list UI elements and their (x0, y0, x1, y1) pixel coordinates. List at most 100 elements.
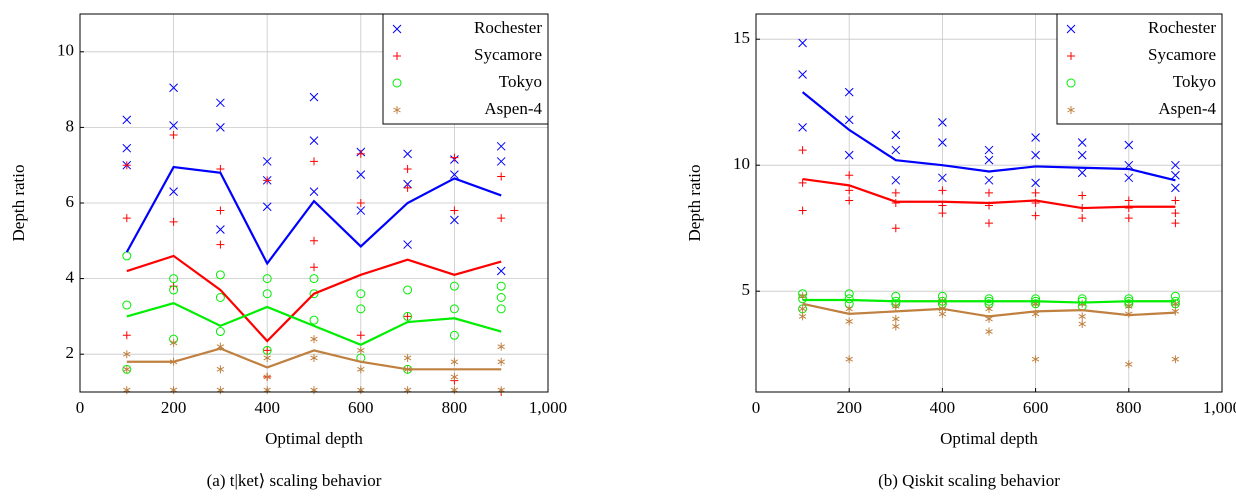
data-point (403, 353, 412, 362)
caption: (a) t|ket⟩ scaling behavior (207, 471, 382, 490)
data-point (938, 138, 947, 147)
data-point (310, 263, 318, 272)
legend-label: Sycamore (474, 45, 542, 64)
data-point (403, 312, 412, 321)
data-point (845, 186, 854, 195)
legend-label: Tokyo (499, 72, 542, 91)
data-point (985, 327, 993, 336)
data-point (263, 346, 272, 355)
data-point (262, 157, 272, 166)
x-tick-label: 200 (836, 398, 862, 417)
y-tick-label: 10 (733, 154, 750, 173)
data-point (938, 209, 947, 218)
data-point (1171, 307, 1180, 316)
data-point (938, 201, 947, 210)
caption: (b) Qiskit scaling behavior (878, 471, 1060, 490)
data-point (215, 327, 225, 337)
data-point (496, 293, 506, 302)
x-tick-label: 400 (254, 398, 280, 417)
data-point (216, 386, 225, 395)
data-point (310, 353, 318, 362)
data-point (1124, 173, 1134, 183)
data-point (309, 274, 319, 284)
data-point (262, 202, 272, 212)
legend-label: Aspen-4 (484, 99, 542, 118)
data-point (496, 141, 506, 151)
data-point (891, 130, 901, 140)
data-point (985, 188, 993, 197)
data-point (169, 187, 178, 197)
data-point (891, 175, 901, 185)
data-point (1171, 170, 1180, 180)
data-point (1125, 360, 1133, 369)
data-point (1171, 219, 1180, 228)
data-point (309, 136, 319, 145)
data-point (403, 311, 413, 321)
data-point (1171, 209, 1180, 218)
data-point (356, 199, 365, 207)
data-point (1124, 204, 1133, 213)
data-point (497, 172, 506, 181)
data-point (1031, 150, 1040, 160)
legend-box (1056, 13, 1223, 125)
data-point (496, 304, 506, 314)
data-point (356, 304, 366, 314)
legend-box (382, 13, 549, 125)
mean-line (125, 165, 502, 266)
x-tick-label: 1,000 (1203, 398, 1236, 417)
data-point (449, 281, 459, 291)
data-point (122, 214, 131, 223)
data-point (892, 314, 900, 323)
data-point (845, 317, 853, 326)
data-point (357, 386, 365, 395)
data-point (844, 294, 854, 304)
data-point (450, 372, 459, 381)
data-point (892, 322, 900, 331)
data-point (122, 161, 131, 170)
x-tick-label: 600 (1023, 398, 1049, 417)
y-axis-label: Depth ratio (9, 165, 28, 242)
data-point (1171, 196, 1180, 205)
data-point (844, 115, 854, 125)
mean-line (801, 91, 1176, 182)
data-point (1171, 183, 1180, 193)
data-point (984, 145, 994, 155)
data-point (123, 386, 131, 395)
data-point (450, 170, 459, 180)
data-point (798, 70, 807, 79)
data-point (309, 289, 319, 299)
x-tick-label: 1,000 (529, 398, 567, 417)
data-point (497, 386, 505, 395)
data-point (403, 183, 412, 192)
legend-marker (1066, 24, 1076, 34)
x-tick-label: 0 (752, 398, 761, 417)
data-point (450, 215, 459, 225)
data-point (938, 186, 947, 195)
legend-marker (393, 52, 401, 60)
data-point (1031, 355, 1040, 364)
data-point (356, 149, 365, 158)
x-tick-label: 600 (348, 398, 374, 417)
data-point (310, 157, 318, 166)
data-point (122, 331, 131, 340)
data-point (496, 281, 506, 291)
data-point (263, 176, 272, 185)
data-point (403, 149, 412, 159)
y-tick-label: 5 (742, 280, 751, 299)
data-point (216, 365, 225, 374)
data-point (845, 304, 853, 313)
data-point (450, 153, 459, 162)
data-point (357, 365, 365, 374)
mean-line (802, 298, 1176, 304)
data-point (216, 240, 225, 249)
data-point (1124, 196, 1133, 205)
x-tick-label: 0 (76, 398, 85, 417)
x-tick-label: 400 (930, 398, 956, 417)
y-axis-label: Depth ratio (685, 165, 704, 242)
data-point (1078, 191, 1087, 200)
y-tick-label: 10 (57, 41, 74, 60)
data-point (310, 386, 318, 395)
y-tick-label: 15 (733, 28, 750, 47)
data-point (1171, 355, 1180, 364)
